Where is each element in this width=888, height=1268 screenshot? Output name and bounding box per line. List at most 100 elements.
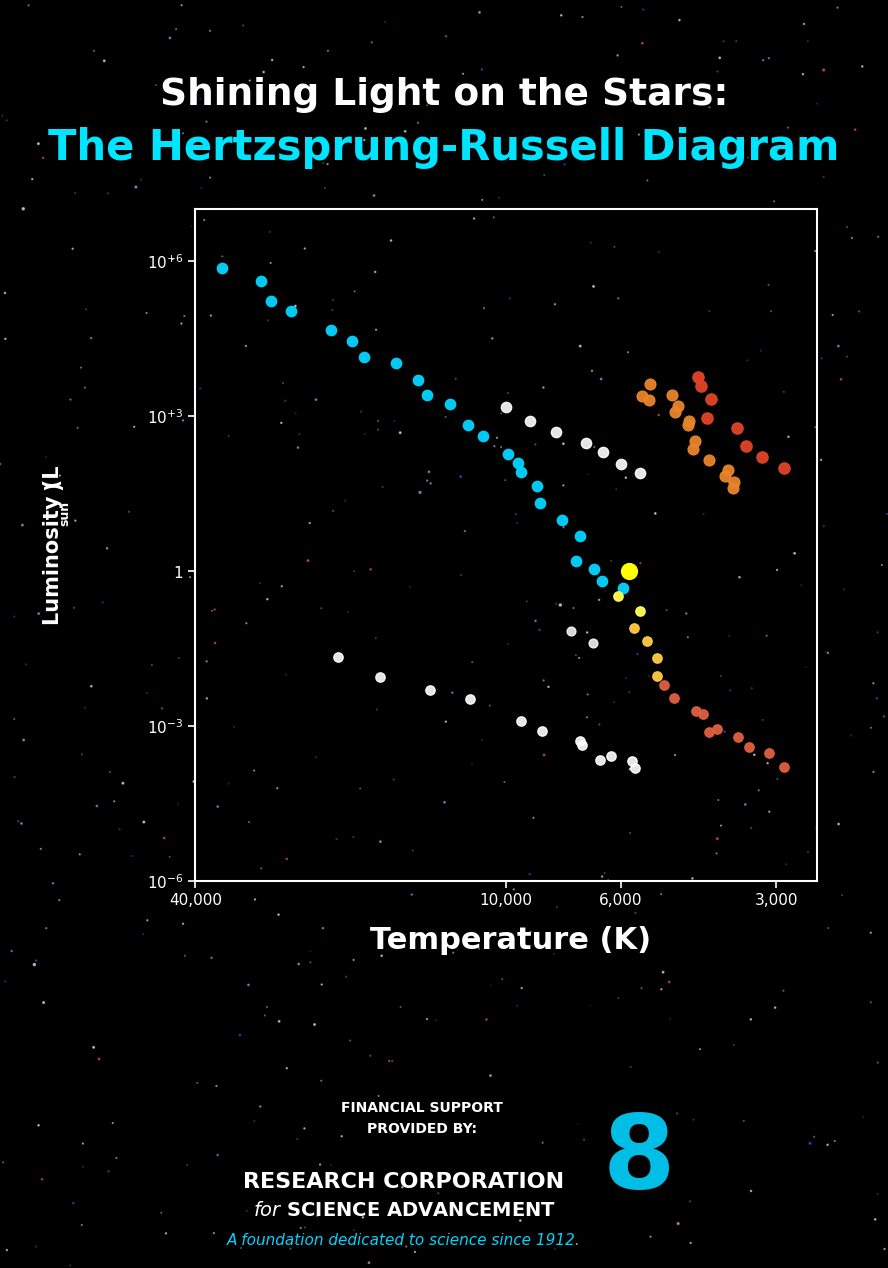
- Point: [210, 1075, 224, 1096]
- Point: [376, 477, 390, 497]
- Point: [405, 884, 419, 904]
- Point: [28, 955, 42, 975]
- Point: [718, 467, 732, 487]
- Point: [732, 728, 746, 748]
- Point: [494, 437, 508, 458]
- Point: [221, 773, 235, 794]
- Point: [190, 1073, 204, 1093]
- Point: [304, 941, 318, 961]
- Point: [542, 677, 556, 697]
- Point: [801, 30, 815, 51]
- Point: [483, 695, 497, 715]
- Point: [7, 606, 21, 626]
- Point: [624, 91, 638, 112]
- Point: [274, 412, 289, 432]
- Point: [816, 167, 830, 188]
- Point: [821, 643, 835, 663]
- Point: [87, 41, 101, 61]
- Point: [710, 719, 724, 739]
- Point: [601, 870, 615, 890]
- Point: [357, 347, 371, 368]
- Point: [573, 336, 587, 356]
- Point: [745, 678, 759, 699]
- Point: [310, 1206, 324, 1226]
- Point: [520, 137, 535, 157]
- Point: [575, 6, 590, 27]
- Point: [668, 744, 682, 765]
- Point: [781, 426, 796, 446]
- Point: [870, 1184, 884, 1205]
- Point: [723, 625, 737, 645]
- Point: [492, 188, 506, 208]
- Point: [519, 591, 534, 611]
- Point: [641, 389, 655, 410]
- Point: [535, 720, 549, 741]
- Point: [371, 1085, 385, 1106]
- Point: [413, 482, 427, 502]
- Point: [537, 744, 551, 765]
- Point: [557, 517, 571, 538]
- Point: [714, 666, 728, 686]
- Text: Shining Light on the Stars:: Shining Light on the Stars:: [160, 77, 728, 113]
- Point: [640, 631, 654, 652]
- Point: [868, 1210, 883, 1230]
- Point: [239, 336, 253, 356]
- Point: [408, 1241, 422, 1262]
- Point: [661, 1123, 675, 1144]
- Point: [236, 15, 250, 36]
- Point: [465, 753, 480, 773]
- Point: [68, 511, 83, 531]
- Point: [326, 290, 340, 311]
- Point: [52, 890, 67, 910]
- Point: [420, 95, 434, 115]
- Text: RESEARCH CORPORATION: RESEARCH CORPORATION: [243, 1172, 565, 1192]
- Point: [870, 623, 884, 643]
- Point: [270, 779, 284, 799]
- Point: [194, 178, 209, 198]
- Point: [136, 924, 150, 945]
- Point: [369, 320, 384, 340]
- Point: [523, 411, 537, 431]
- Point: [760, 753, 774, 773]
- Point: [652, 242, 666, 262]
- Point: [580, 708, 594, 728]
- Point: [32, 604, 46, 624]
- Point: [378, 11, 392, 32]
- Point: [341, 601, 355, 621]
- Point: [472, 938, 487, 959]
- Point: [821, 918, 836, 938]
- Point: [880, 503, 888, 524]
- Point: [718, 721, 732, 742]
- Point: [665, 384, 679, 404]
- Point: [234, 1238, 248, 1258]
- Point: [272, 904, 286, 924]
- Point: [439, 27, 453, 47]
- Point: [819, 642, 833, 662]
- Point: [835, 885, 849, 905]
- Point: [528, 611, 543, 631]
- Point: [113, 819, 127, 839]
- Point: [252, 573, 266, 593]
- Point: [535, 1132, 550, 1153]
- Point: [585, 360, 599, 380]
- Point: [770, 559, 784, 579]
- Point: [383, 89, 397, 109]
- Point: [611, 288, 625, 308]
- Point: [501, 634, 515, 654]
- Point: [353, 779, 368, 799]
- Point: [79, 299, 93, 320]
- Point: [325, 301, 339, 321]
- Point: [548, 1239, 562, 1259]
- Point: [777, 458, 791, 478]
- Point: [367, 185, 381, 205]
- Text: A foundation dedicated to science since 1912.: A foundation dedicated to science since …: [227, 1232, 581, 1248]
- Point: [586, 276, 600, 297]
- Point: [257, 62, 271, 82]
- Point: [598, 581, 612, 601]
- Text: FINANCIAL SUPPORT
PROVIDED BY:: FINANCIAL SUPPORT PROVIDED BY:: [341, 1101, 503, 1136]
- Point: [155, 699, 169, 719]
- Point: [443, 394, 457, 415]
- Point: [326, 501, 340, 521]
- Point: [15, 515, 29, 535]
- Point: [742, 737, 757, 757]
